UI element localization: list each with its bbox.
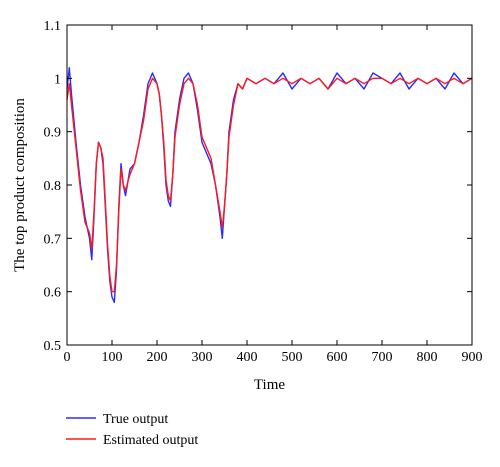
y-tick-label: 0.6	[44, 286, 62, 301]
y-axis-title: The top product composition	[12, 98, 28, 272]
x-tick-label: 900	[462, 350, 483, 365]
x-tick-label: 400	[237, 350, 258, 365]
x-tick-label: 800	[417, 350, 438, 365]
legend-label-estimated-output: Estimated output	[103, 433, 198, 448]
x-tick-label: 300	[192, 350, 213, 365]
x-tick-label: 0	[64, 350, 71, 365]
y-tick-label: 0.7	[44, 232, 62, 247]
y-tick-label: 0.9	[44, 126, 62, 141]
series-layer	[66, 66, 473, 303]
legend-label-true-output: True output	[103, 412, 168, 427]
x-tick-label: 600	[327, 350, 348, 365]
x-axis-title: Time	[254, 377, 285, 393]
y-tick-label: 1.1	[44, 19, 62, 34]
tick-layer: 0 100 200 300 400 500 600 700 800 900 0.5 0.6 0.7 0.8…	[44, 19, 483, 365]
x-tick-label: 200	[147, 350, 168, 365]
y-tick-label: 1	[54, 72, 61, 87]
y-tick-label: 0.8	[44, 179, 62, 194]
y-tick-label: 0.5	[44, 339, 62, 354]
x-tick-label: 700	[372, 350, 393, 365]
x-tick-label: 100	[102, 350, 123, 365]
series-line-estimated-output	[66, 77, 473, 293]
legend: True output Estimated output	[66, 412, 198, 448]
x-tick-label: 500	[282, 350, 303, 365]
